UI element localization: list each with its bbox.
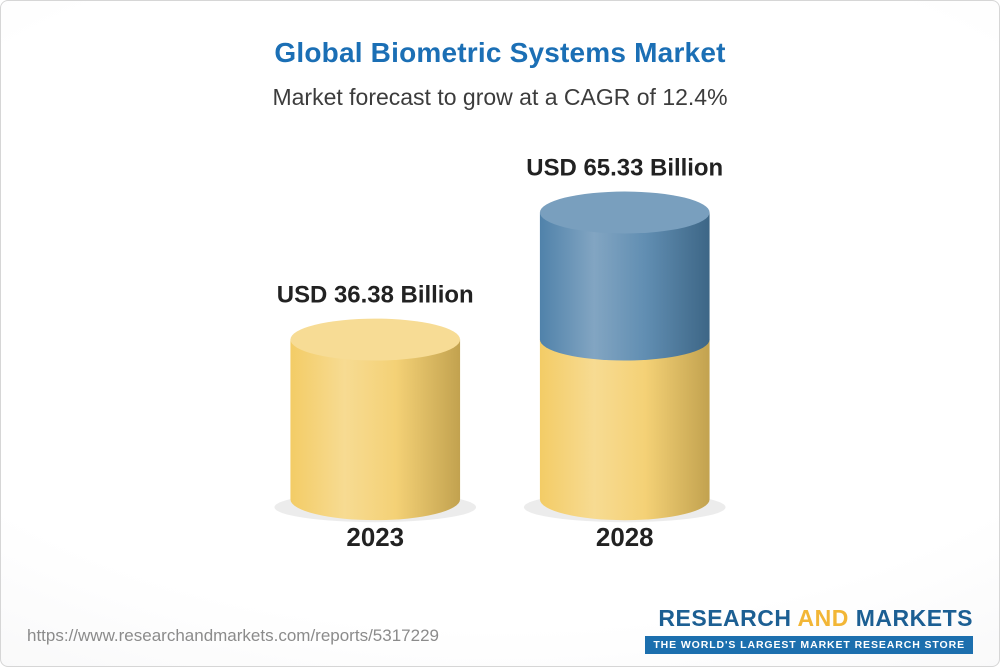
logo-wordmark: RESEARCH AND MARKETS: [645, 605, 973, 632]
logo-word-and: AND: [797, 605, 849, 631]
bar-2028-base-segment: [539, 339, 710, 521]
bar-2023-top: [290, 318, 461, 361]
category-label-2028: 2028: [596, 524, 654, 552]
logo-tagline: THE WORLD'S LARGEST MARKET RESEARCH STOR…: [645, 636, 973, 654]
logo-word-research: RESEARCH: [658, 605, 792, 631]
chart-header: Global Biometric Systems Market Market f…: [1, 1, 999, 111]
source-url: https://www.researchandmarkets.com/repor…: [27, 626, 439, 645]
researchandmarkets-logo: RESEARCH AND MARKETS THE WORLD'S LARGEST…: [645, 605, 973, 654]
bar-2023-body: [290, 339, 461, 521]
subtitle: Market forecast to grow at a CAGR of 12.…: [272, 84, 728, 110]
category-label-2023: 2023: [346, 524, 404, 552]
logo-word-markets: MARKETS: [855, 605, 973, 631]
value-label-2023: USD 36.38 Billion: [277, 282, 474, 309]
bar-2028-top: [539, 191, 710, 234]
market-chart: USD 36.38 Billion USD 65.33 Billion 2023 20…: [274, 155, 726, 552]
value-label-2028: USD 65.33 Billion: [526, 155, 723, 182]
bar-2028-growth-segment: [539, 212, 710, 361]
page-title: Global Biometric Systems Market: [274, 37, 726, 68]
